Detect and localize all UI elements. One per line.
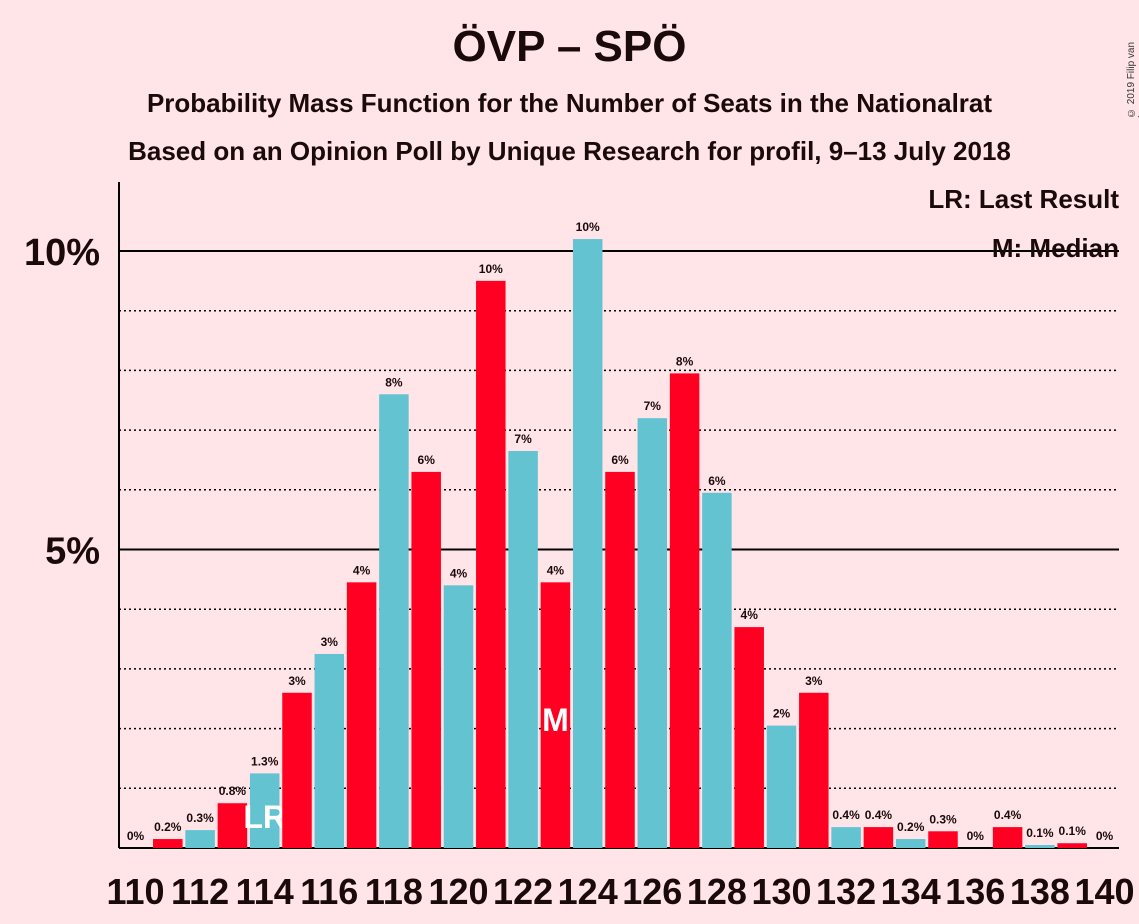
data-label: 0% (1096, 829, 1114, 843)
x-tick-label: 140 (1074, 871, 1134, 912)
x-tick-label: 130 (751, 871, 811, 912)
x-tick-label: 138 (1010, 871, 1070, 912)
bar (637, 418, 668, 848)
chart-subtitle-2: Based on an Opinion Poll by Unique Resea… (128, 136, 1011, 166)
data-label: 2% (773, 707, 791, 721)
data-label: 0.3% (186, 811, 214, 825)
bar (476, 280, 506, 849)
bar (863, 827, 894, 848)
bar (411, 471, 441, 848)
data-label: 0.8% (219, 784, 247, 798)
bar (572, 239, 603, 848)
median-marker: M (542, 702, 569, 738)
bar (766, 725, 797, 848)
bar (540, 582, 571, 848)
bar (734, 627, 764, 848)
bar (992, 827, 1023, 848)
bar (314, 653, 345, 848)
bar (217, 803, 248, 848)
data-label: 0.4% (994, 808, 1022, 822)
bar (831, 827, 861, 848)
bar (249, 773, 280, 848)
x-tick-label: 124 (558, 871, 618, 912)
y-tick-label: 5% (45, 531, 100, 573)
bar (346, 582, 377, 848)
data-label: 4% (450, 566, 468, 580)
bar (928, 831, 958, 848)
data-label: 3% (321, 635, 339, 649)
x-tick-label: 116 (300, 871, 358, 912)
x-tick-label: 136 (945, 871, 1005, 912)
chart-title: ÖVP – SPÖ (452, 22, 687, 71)
x-tick-label: 126 (622, 871, 682, 912)
data-label: 8% (385, 375, 403, 389)
x-tick-label: 120 (428, 871, 488, 912)
bar (1057, 843, 1087, 848)
chart-subtitle: Probability Mass Function for the Number… (146, 88, 993, 118)
bar (282, 692, 312, 848)
data-label: 0.4% (865, 808, 893, 822)
x-tick-label: 122 (493, 871, 553, 912)
data-label: 0.4% (832, 808, 860, 822)
data-label: 0% (967, 829, 985, 843)
x-tick-label: 128 (687, 871, 747, 912)
bar (185, 830, 215, 848)
x-tick-label: 112 (171, 871, 229, 912)
bar (895, 839, 926, 848)
bar (153, 839, 183, 848)
data-label: 1.3% (251, 754, 279, 768)
data-label: 4% (547, 563, 565, 577)
bar (702, 492, 732, 848)
data-label: 0.2% (154, 820, 182, 834)
y-tick-label: 10% (24, 232, 100, 274)
data-label: 8% (676, 354, 694, 368)
bar (508, 450, 538, 848)
data-label: 4% (353, 563, 371, 577)
data-label: 0% (127, 829, 145, 843)
data-label: 7% (644, 399, 662, 413)
data-label: 10% (576, 220, 600, 234)
data-label: 0.3% (929, 812, 957, 826)
bar (669, 373, 700, 848)
bar (799, 692, 829, 848)
bar (379, 394, 409, 848)
data-label: 6% (708, 474, 726, 488)
bar (1025, 845, 1055, 848)
x-tick-label: 134 (881, 871, 941, 912)
last-result-marker: LR (243, 799, 286, 835)
data-label: 10% (479, 262, 503, 276)
data-label: 6% (418, 453, 436, 467)
data-label: 0.1% (1026, 826, 1054, 840)
legend-median: M: Median (991, 233, 1119, 263)
data-label: 4% (741, 608, 759, 622)
bar (605, 471, 635, 848)
x-tick-label: 132 (816, 871, 876, 912)
x-tick-label: 114 (236, 871, 294, 912)
data-label: 0.1% (1059, 824, 1087, 838)
bar (443, 585, 474, 848)
data-label: 0.2% (897, 820, 925, 834)
x-tick-label: 118 (365, 871, 423, 912)
data-label: 6% (611, 453, 629, 467)
x-tick-label: 110 (106, 871, 164, 912)
data-label: 7% (514, 432, 532, 446)
legend-last-result: LR: Last Result (928, 184, 1119, 214)
data-label: 3% (805, 674, 823, 688)
data-label: 3% (288, 674, 306, 688)
